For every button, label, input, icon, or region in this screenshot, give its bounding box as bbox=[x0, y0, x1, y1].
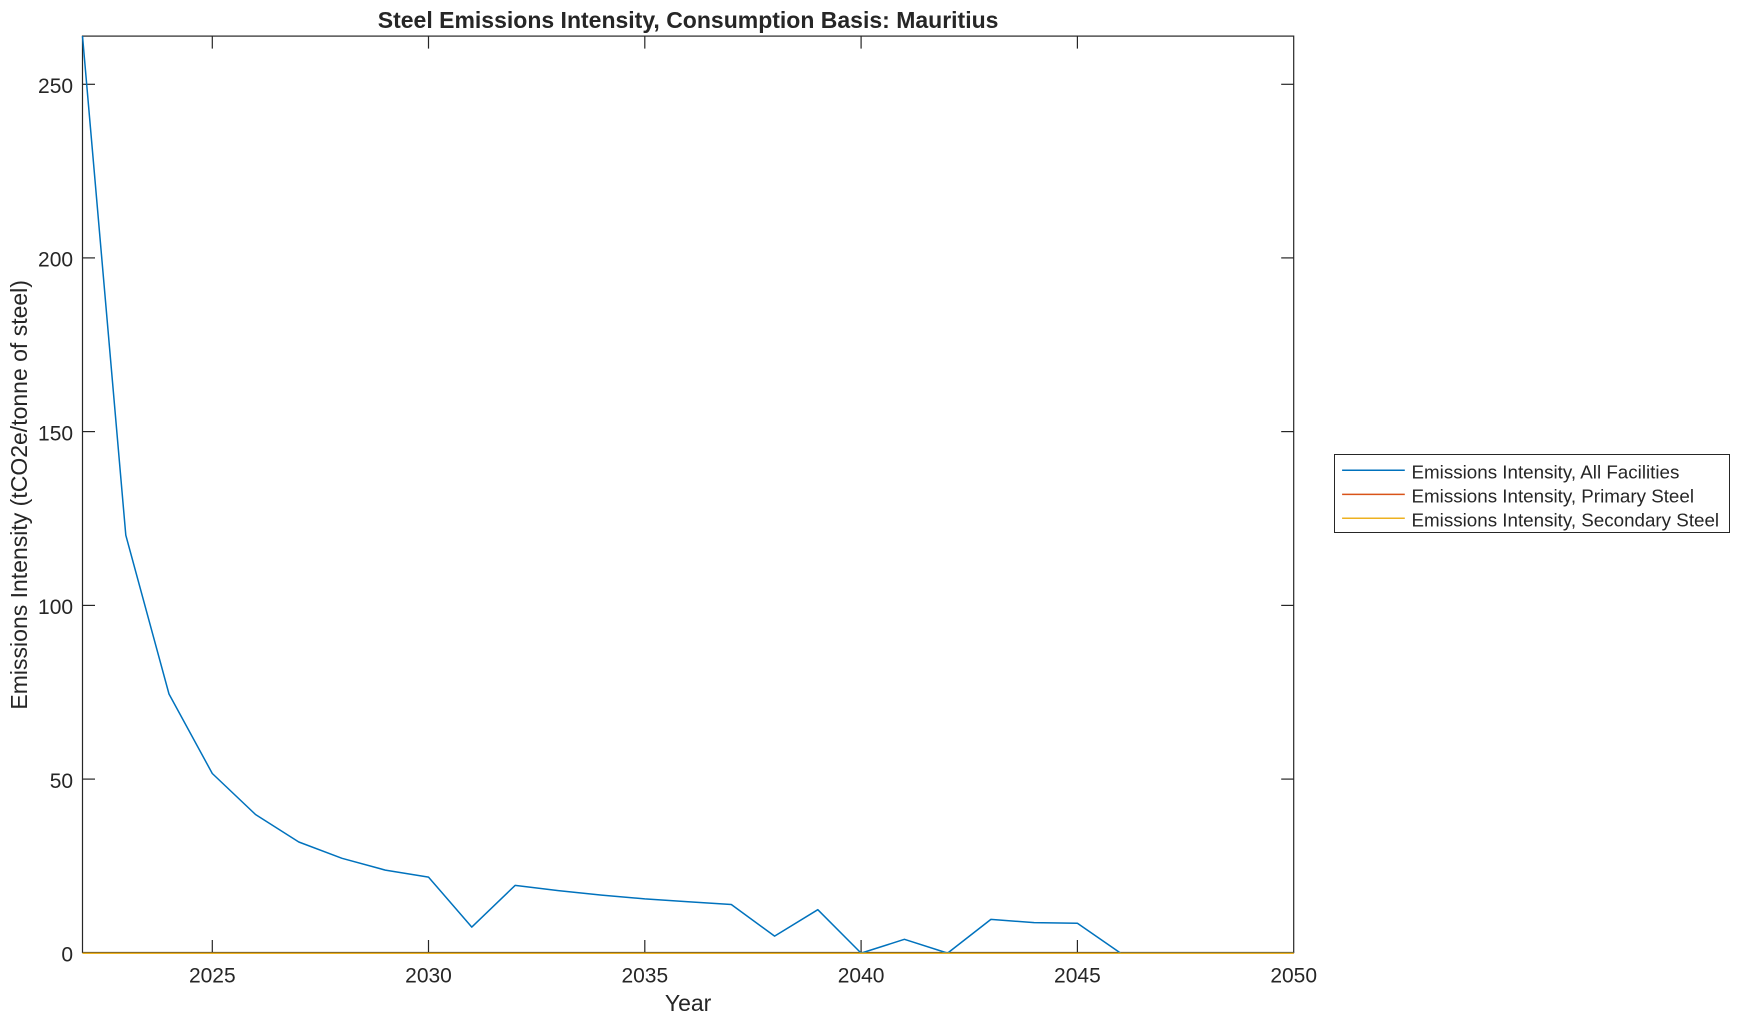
svg-text:0: 0 bbox=[61, 944, 73, 967]
svg-text:Year: Year bbox=[665, 990, 712, 1016]
svg-text:2025: 2025 bbox=[189, 964, 236, 987]
svg-text:Emissions Intensity, Secondary: Emissions Intensity, Secondary Steel bbox=[1412, 509, 1720, 530]
svg-text:200: 200 bbox=[38, 249, 73, 272]
svg-text:100: 100 bbox=[38, 596, 73, 619]
svg-text:Emissions Intensity, Primary S: Emissions Intensity, Primary Steel bbox=[1412, 485, 1695, 506]
svg-text:2045: 2045 bbox=[1054, 964, 1101, 987]
svg-text:Steel Emissions Intensity, Con: Steel Emissions Intensity, Consumption B… bbox=[378, 7, 999, 33]
svg-text:2050: 2050 bbox=[1270, 964, 1317, 987]
svg-text:Emissions Intensity (tCO2e/ton: Emissions Intensity (tCO2e/tonne of stee… bbox=[6, 280, 32, 710]
svg-text:50: 50 bbox=[50, 770, 73, 793]
svg-text:150: 150 bbox=[38, 422, 73, 445]
svg-text:250: 250 bbox=[38, 75, 73, 98]
svg-text:2035: 2035 bbox=[621, 964, 668, 987]
svg-text:Emissions Intensity, All Facil: Emissions Intensity, All Facilities bbox=[1412, 461, 1680, 482]
svg-text:2030: 2030 bbox=[405, 964, 452, 987]
svg-text:2040: 2040 bbox=[838, 964, 885, 987]
